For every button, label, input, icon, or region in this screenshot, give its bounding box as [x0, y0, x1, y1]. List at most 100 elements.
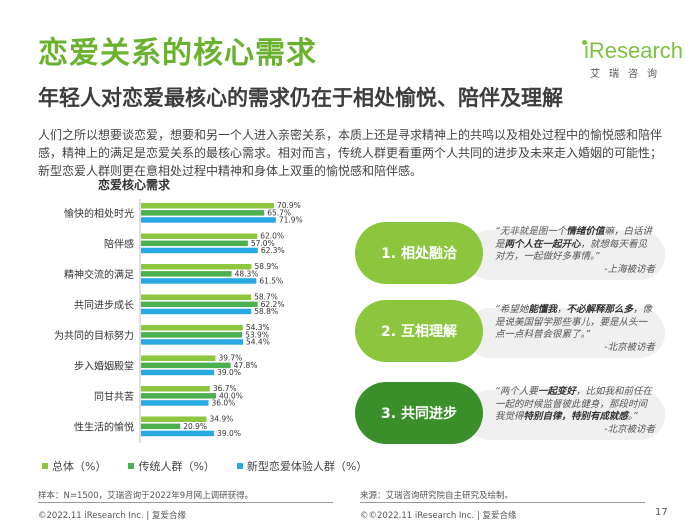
value-label: 54.4% [246, 337, 270, 346]
value-label: 71.9% [279, 215, 303, 224]
page-title: 恋爱关系的核心需求 [38, 36, 317, 71]
category-label: 为共同的目标努力 [54, 329, 134, 342]
pill-1-quote-mid: 嘛，白话讲是 [495, 226, 652, 250]
intro-paragraph: 人们之所以想要谈恋爱，想要和另一个人进入亲密关系，本质上还是寻求精神上的共鸣以及… [38, 128, 663, 178]
value-label: 47.8% [234, 361, 258, 370]
category-label: 步入婚姻殿堂 [74, 359, 134, 372]
legend-item-new: 新型恋爱体验人群（%） [236, 458, 368, 474]
pill-3-attribution: -北京被访者 [604, 423, 655, 435]
sample-note: 样本：N=1500，艾瑞咨询于2022年9月网上调研获得。 [38, 491, 254, 501]
value-label: 62.2% [261, 300, 285, 309]
value-label: 53.9% [245, 330, 269, 339]
pill-1-quote-bold2: 两个人在一起开心 [504, 238, 581, 250]
bar-new [141, 278, 257, 284]
pill-2-attribution: -北京被访者 [604, 341, 655, 353]
legend-label-new: 新型恋爱体验人群（%） [246, 460, 368, 473]
pill-3-quote-bg [465, 390, 665, 440]
bar-traditional [141, 362, 231, 369]
bar-new [141, 308, 252, 315]
legend-swatch-traditional [128, 463, 135, 469]
category-label: 共同进步成长 [74, 299, 134, 311]
chart-title: 恋爱核心需求 [98, 177, 171, 192]
legend-swatch-new [236, 463, 243, 469]
pill-2-quote-bg [465, 308, 665, 358]
pill-2-label: 2. 互相理解 [355, 300, 483, 362]
legend-swatch-total [42, 463, 48, 469]
bar-traditional [141, 393, 216, 399]
pill-1-quote-bold1: 情绪价值 [566, 226, 605, 237]
footer-divider-left [38, 502, 333, 503]
chart-legend: 总体（%） 传统人群（%） 新型恋爱体验人群（%） [42, 458, 367, 474]
value-label: 36.0% [212, 398, 236, 407]
bar-total [141, 325, 243, 331]
legend-label-total: 总体（%） [52, 460, 107, 473]
legend-item-total: 总体（%） [42, 458, 106, 474]
pill-2-quote-bold2: 不必解释那么多 [566, 304, 633, 315]
bar-total [141, 355, 216, 361]
pill-3-quote-mid: ，比如我和前任在一起的时候监督彼此健身，那段时间我觉得 [495, 386, 652, 422]
value-label: 58.9% [254, 262, 278, 271]
legend-label-traditional: 传统人群（%） [138, 460, 215, 473]
logo-word: iResearch [584, 38, 684, 63]
pill-3-quote: “两个人要一起变好，比如我和前任在一起的时候监督彼此健身，那段时间我觉得特别自律… [495, 386, 655, 436]
bar-new [141, 430, 215, 437]
bar-new [141, 217, 276, 223]
bar-total [141, 264, 252, 270]
pill-1-quote-bg [465, 230, 665, 280]
bar-new [141, 369, 215, 376]
bar-traditional [141, 423, 181, 430]
pill-1-quote-pre: “无非就是图一个 [495, 226, 567, 237]
pill-1: 1. 相处融洽 “无非就是图一个情绪价值嘛，白话讲是两个人在一起开心，就想每天看… [355, 222, 665, 284]
pill-3-quote-bold2: 特别自律，特别有成就感 [523, 411, 629, 422]
value-label: 34.9% [209, 415, 233, 424]
pill-3-quote-bold1: 一起变好 [537, 386, 576, 397]
value-label: 57.0% [251, 239, 275, 248]
value-label: 58.7% [254, 293, 278, 302]
footer-copyright-left: ©2022.11 iResearch Inc. | 复爱合缘 [38, 511, 186, 521]
category-label: 陪伴感 [104, 237, 134, 250]
pill-2-quote: “希望她能懂我，不必解释那么多，像是说美国留学那些事儿，要是从头一点一点科普会很… [495, 304, 655, 354]
pill-1-quote: “无非就是图一个情绪价值嘛，白话讲是两个人在一起开心，就想每天看见对方，一起做好… [495, 226, 655, 276]
value-label: 62.0% [260, 232, 284, 241]
pill-2-quote-post: ，像是说美国留学那些事儿，要是从头一点一点科普会很累了。” [495, 304, 652, 340]
footer-divider-right [360, 502, 645, 503]
category-label: 精神交流的满足 [64, 268, 134, 281]
source-note: 来源：艾瑞咨询研究院自主研究及绘制。 [360, 491, 514, 501]
bar-total [141, 294, 252, 300]
value-label: 39.0% [217, 368, 241, 377]
pill-1-attribution: -上海被访者 [604, 263, 655, 275]
logo-dot-icon [582, 40, 587, 45]
iresearch-logo: iResearch 艾瑞咨询 [580, 38, 683, 83]
bar-new [141, 400, 209, 406]
pill-3: 3. 共同进步 “两个人要一起变好，比如我和前任在一起的时候监督彼此健身，那段时… [355, 382, 665, 444]
legend-item-traditional: 传统人群（%） [128, 458, 215, 474]
pill-3-quote-post: 。” [628, 411, 638, 422]
logo-subtitle: 艾瑞咨询 [590, 69, 666, 80]
bar-total [141, 416, 207, 422]
value-label: 62.3% [261, 246, 285, 255]
bar-new [141, 339, 243, 345]
value-label: 40.0% [219, 391, 243, 400]
value-label: 20.9% [183, 422, 207, 431]
bar-total [141, 233, 258, 239]
bar-traditional [141, 271, 232, 277]
value-label: 61.5% [259, 276, 283, 285]
bar-traditional [141, 240, 248, 247]
value-label: 48.3% [235, 269, 259, 278]
value-label: 70.9% [277, 201, 301, 210]
bar-total [141, 203, 274, 209]
page-subtitle: 年轻人对恋爱最核心的需求仍在于相处愉悦、陪伴及理解 [38, 86, 563, 110]
pill-1-quote-post: ，就想每天看见对方，一起做好多事情。” [495, 238, 648, 263]
bar-total [141, 386, 210, 392]
value-label: 39.0% [217, 429, 241, 438]
pill-3-label: 3. 共同进步 [355, 382, 483, 444]
bar-traditional [141, 210, 265, 216]
page-number: 17 [655, 507, 668, 518]
bar-traditional [141, 301, 258, 308]
value-label: 54.3% [246, 323, 270, 332]
footer-copyright-right: ©©2022.11 iResearch Inc. | 复爱合缘 [360, 511, 517, 521]
pill-2-quote-bold1: 能懂我 [528, 304, 557, 315]
pill-2-quote-mid: ， [556, 304, 567, 315]
pill-3-quote-pre: “两个人要 [495, 386, 538, 397]
category-label: 性生活的愉悦 [74, 420, 134, 433]
